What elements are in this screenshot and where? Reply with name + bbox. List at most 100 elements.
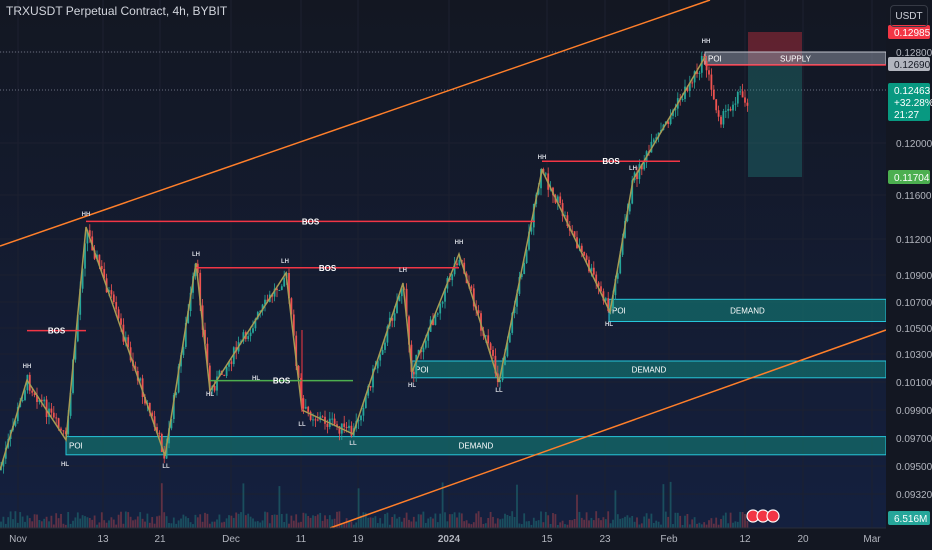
bos-lines: BOS BOS BOS BOS BOS (27, 157, 680, 412)
candle-body (710, 74, 713, 90)
candle-body (278, 289, 281, 291)
candle-body (705, 60, 708, 71)
candle-body (681, 99, 684, 101)
candle-body (458, 259, 461, 266)
candle-body (628, 203, 631, 212)
volume-bar (204, 512, 206, 528)
candle-body (504, 356, 506, 365)
volume-bar (523, 513, 526, 528)
volume-bar (213, 521, 216, 528)
volume-bar (352, 524, 355, 528)
volume-bar (115, 524, 118, 528)
volume-bar (616, 514, 619, 528)
volume-bar (182, 514, 185, 528)
candle-body (583, 251, 586, 256)
volume-bar (276, 514, 278, 528)
volume-bar (717, 524, 720, 528)
candle-body (674, 108, 677, 111)
volume-bar (520, 524, 523, 528)
volume-bar (681, 524, 684, 528)
volume-bar (261, 520, 264, 528)
volume-bar (290, 515, 293, 528)
volume-bar (148, 522, 151, 528)
candle-body (288, 273, 290, 299)
candle-body (720, 116, 722, 125)
volume-bar (489, 511, 492, 528)
price-tick-label: 0.10700 (896, 298, 932, 309)
candle-body (525, 249, 528, 263)
currency-button[interactable]: USDT (890, 5, 928, 27)
reference-lines (0, 32, 886, 177)
volume-bar (160, 483, 163, 528)
candle-body (470, 286, 473, 289)
volume-bar (676, 512, 679, 528)
volume-bar (156, 516, 158, 528)
volume-bar (2, 516, 5, 528)
candle-body (652, 139, 655, 142)
candle-body (722, 111, 725, 125)
volume-bar (621, 518, 624, 528)
structure-labels: HH HL HH LL LH HL LH HL LL LL LH HL HH LL HH LH HL HH (23, 39, 711, 470)
candle-body (655, 137, 658, 140)
candle-body (204, 329, 206, 344)
candle-body (182, 346, 185, 356)
candle-body (405, 288, 408, 317)
bos-label: BOS (602, 157, 620, 166)
price-tick-label: 0.10500 (896, 324, 932, 335)
volume-bar (739, 511, 742, 528)
volume-bar (266, 512, 269, 528)
candle-body (254, 318, 257, 329)
volume-bar (168, 522, 170, 528)
volume-bar (456, 517, 458, 528)
volume-bar (652, 522, 655, 528)
current-price: 0.12463 (894, 86, 931, 97)
volume-bar (21, 516, 24, 528)
zones: POI DEMAND POI DEMAND POI DEMAND POI SUPPLY (65, 51, 887, 456)
volume-bar (475, 513, 478, 528)
volume-bar (688, 524, 691, 528)
candle-body (715, 99, 718, 111)
volume-bar (180, 518, 182, 528)
volume-bar (134, 519, 137, 528)
candle-body (487, 335, 490, 344)
volume-bar (535, 520, 538, 528)
volume-bar (367, 517, 370, 528)
volume-bar (715, 517, 718, 528)
candle-body (592, 267, 595, 275)
candle-body (343, 423, 346, 427)
channel-lines (0, 0, 887, 529)
candle-body (326, 423, 329, 427)
volume-bar (295, 514, 298, 528)
volume-bar (549, 523, 552, 528)
candle-body (364, 395, 367, 408)
candle-body (290, 298, 293, 315)
volume-bar (664, 511, 667, 528)
volume-bar (24, 521, 26, 528)
candle-body (312, 419, 314, 421)
volume-bar (247, 513, 250, 528)
volume-bar (712, 523, 715, 528)
volume-bar (576, 494, 578, 528)
volume-bar (218, 514, 221, 528)
volume-bar (360, 515, 362, 528)
volume-bar (254, 521, 257, 528)
candle-body (309, 411, 312, 420)
candle-body (537, 188, 540, 195)
candle-body (57, 418, 60, 429)
zone-label: SUPPLY (780, 54, 812, 63)
time-tick-label: 21 (154, 534, 166, 545)
volume-bar (117, 514, 120, 528)
volume-bar (609, 523, 612, 528)
volume-bar (228, 515, 230, 528)
volume-bar (436, 522, 439, 528)
candle-body (151, 412, 154, 417)
volume-bar (280, 513, 283, 528)
volume-bar (237, 513, 240, 528)
volume-bar (273, 514, 276, 528)
candle-body (516, 293, 518, 307)
volume-bar (631, 515, 634, 528)
candle-body (686, 86, 689, 91)
candle-body (129, 347, 132, 361)
candle-body (158, 432, 161, 435)
